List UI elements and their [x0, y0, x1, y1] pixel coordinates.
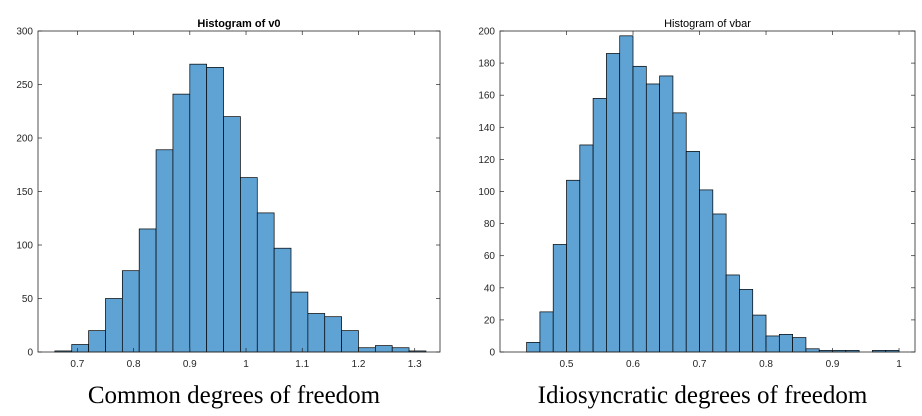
x-tick-label: 1.1: [295, 359, 309, 370]
bar: [341, 330, 359, 353]
y-tick-label: 60: [484, 251, 496, 262]
x-tick-label: 0.7: [693, 359, 707, 370]
bar: [566, 179, 581, 353]
bar: [240, 177, 258, 353]
x-tick-label: 0.9: [183, 359, 197, 370]
plot-frame: [37, 30, 441, 353]
bar: [290, 291, 309, 353]
bar: [645, 83, 660, 353]
chart-title: Histogram of v0: [197, 18, 280, 30]
bar: [391, 347, 410, 353]
bar: [765, 335, 780, 353]
bar: [273, 247, 292, 353]
x-tick-label: 0.8: [759, 359, 773, 370]
x-tick-label: 0.7: [70, 359, 84, 370]
bar: [71, 344, 89, 353]
bar: [172, 93, 191, 353]
bar: [659, 75, 674, 353]
y-tick-label: 150: [16, 187, 33, 198]
plot-frame: [499, 30, 916, 353]
bar: [526, 342, 541, 353]
bar: [307, 313, 326, 353]
y-tick-label: 20: [484, 315, 496, 326]
bar: [712, 213, 727, 353]
bar: [778, 333, 793, 353]
x-tick-label: 1.2: [352, 359, 366, 370]
bar: [324, 316, 342, 353]
bar: [606, 53, 621, 353]
y-tick-label: 0: [27, 348, 33, 359]
x-axis-label: Common degrees of freedom: [88, 382, 381, 409]
y-tick-label: 250: [16, 80, 33, 91]
bar: [632, 65, 647, 353]
bar: [805, 348, 820, 353]
bar: [739, 289, 754, 353]
x-tick-label: 0.5: [560, 359, 574, 370]
bar: [223, 116, 241, 353]
y-tick-label: 200: [478, 27, 495, 38]
y-tick-label: 100: [478, 187, 495, 198]
bar: [256, 212, 275, 353]
bar: [374, 345, 393, 353]
chart-title: Histogram of vbar: [664, 18, 751, 30]
y-tick-label: 40: [484, 283, 496, 294]
bar: [725, 274, 740, 353]
x-tick-label: 1.3: [408, 359, 422, 370]
bar: [685, 151, 700, 353]
bar: [619, 35, 634, 353]
x-tick-label: 0.8: [127, 359, 141, 370]
bar: [189, 63, 208, 353]
bar: [579, 144, 594, 353]
y-tick-label: 80: [484, 219, 496, 230]
bar: [552, 244, 567, 353]
bar: [752, 314, 767, 353]
bar: [206, 67, 224, 353]
y-tick-label: 160: [478, 91, 495, 102]
x-tick-label: 1: [243, 359, 249, 370]
y-tick-label: 180: [478, 59, 495, 70]
bar: [358, 347, 376, 353]
x-tick-label: 0.9: [826, 359, 840, 370]
x-axis-label: Idiosyncratic degrees of freedom: [538, 382, 868, 409]
x-tick-label: 0.6: [626, 359, 640, 370]
y-tick-label: 140: [478, 123, 495, 134]
bar: [792, 337, 807, 353]
y-tick-label: 50: [22, 294, 34, 305]
x-tick-label: 1: [896, 359, 902, 370]
bar: [672, 112, 687, 353]
bar: [539, 311, 554, 353]
bar: [121, 270, 140, 353]
bar: [138, 228, 157, 353]
bar: [88, 330, 106, 353]
bar: [155, 149, 174, 353]
bar: [105, 298, 123, 353]
bar: [592, 98, 607, 353]
y-tick-label: 120: [478, 155, 495, 166]
bar: [699, 189, 714, 353]
y-tick-label: 200: [16, 134, 33, 145]
y-tick-label: 300: [16, 27, 33, 38]
y-tick-label: 100: [16, 241, 33, 252]
y-tick-label: 0: [489, 348, 495, 359]
